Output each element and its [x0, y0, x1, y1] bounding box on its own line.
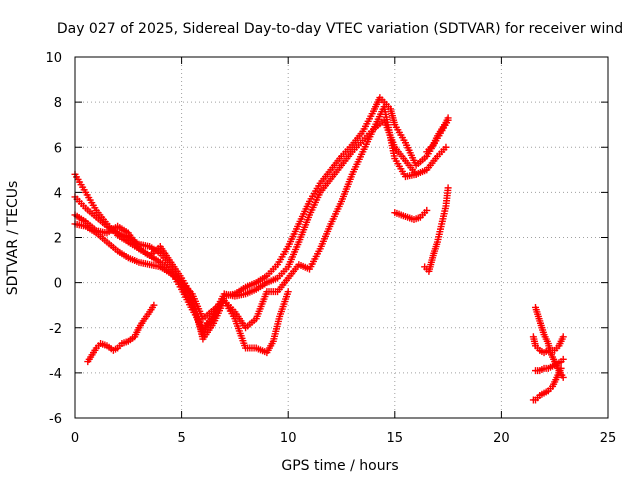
data-point-marker: [559, 373, 567, 381]
data-point-marker: [442, 143, 450, 151]
x-axis-label: GPS time / hours: [281, 458, 398, 474]
data-point-marker: [559, 333, 567, 341]
y-tick-label: 10: [45, 51, 62, 66]
x-tick-label: 10: [280, 431, 297, 446]
chart-title: Day 027 of 2025, Sidereal Day-to-day VTE…: [57, 21, 623, 37]
data-point-marker: [444, 114, 452, 122]
y-tick-label: -6: [49, 412, 62, 427]
y-tick-label: 8: [54, 96, 62, 111]
axis-ticks: 0 5 10 15 20 25 -6 -4 -2 0 2 4 6 8 10: [45, 51, 616, 446]
data-point-marker: [284, 288, 292, 296]
x-tick-label: 25: [600, 431, 617, 446]
data-point-marker: [559, 355, 567, 363]
y-tick-label: -2: [49, 322, 62, 337]
x-tick-label: 5: [177, 431, 185, 446]
data-point-marker: [423, 206, 431, 214]
data-point-marker: [412, 170, 420, 178]
plot-frame: [74, 56, 609, 419]
y-tick-label: 2: [54, 232, 62, 247]
data-points: [71, 94, 567, 404]
data-point-marker: [150, 301, 158, 309]
x-tick-label: 0: [71, 431, 79, 446]
y-tick-label: -4: [49, 367, 62, 382]
grid-lines: [75, 57, 608, 418]
y-tick-label: 0: [54, 277, 62, 292]
x-tick-label: 20: [493, 431, 510, 446]
x-tick-label: 15: [387, 431, 404, 446]
y-tick-label: 6: [54, 141, 62, 156]
y-tick-label: 4: [54, 186, 62, 201]
data-point-marker: [444, 184, 452, 192]
y-axis-label: SDTVAR / TECUs: [5, 181, 21, 296]
